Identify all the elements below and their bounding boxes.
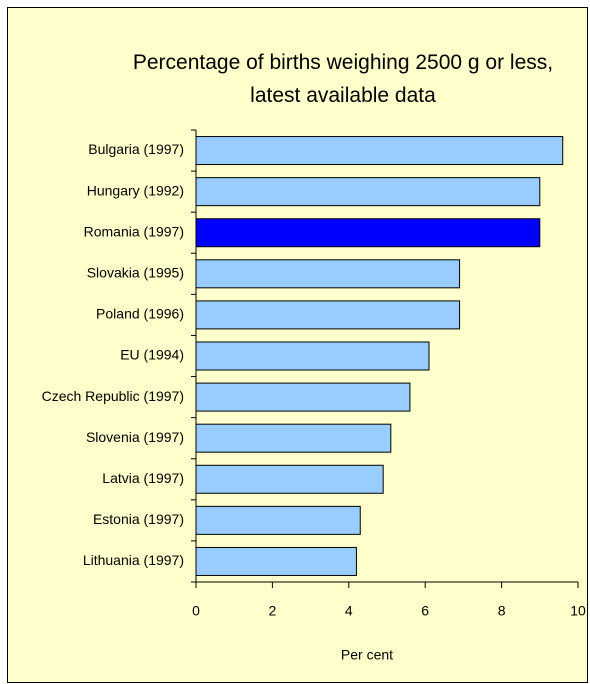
bar — [195, 341, 430, 371]
x-tick-label: 2 — [269, 603, 277, 619]
bar — [195, 505, 361, 535]
bar — [195, 300, 461, 330]
chart-title: Percentage of births weighing 2500 g or … — [132, 51, 554, 107]
y-tick-label: Hungary (1992) — [87, 182, 184, 198]
bar — [195, 382, 411, 412]
bar — [195, 423, 392, 453]
y-tick-label: Poland (1996) — [96, 306, 184, 322]
x-tick-label: 0 — [192, 603, 200, 619]
y-tick-label: EU (1994) — [120, 347, 184, 363]
y-tick-label: Romania (1997) — [84, 223, 184, 239]
bar — [195, 136, 564, 166]
y-tick-label: Bulgaria (1997) — [88, 141, 184, 157]
bar — [195, 218, 541, 248]
bar — [195, 177, 541, 207]
x-tick-label: 6 — [421, 603, 429, 619]
x-tick-label: 10 — [570, 603, 586, 619]
y-tick-label: Estonia (1997) — [93, 511, 184, 527]
bar — [195, 464, 384, 494]
bar — [195, 259, 461, 289]
y-tick-label: Slovenia (1997) — [86, 429, 184, 445]
bar — [195, 546, 357, 576]
y-tick-label: Slovakia (1995) — [87, 265, 184, 281]
x-axis-label: Per cent — [341, 647, 393, 663]
y-tick-label: Czech Republic (1997) — [42, 388, 184, 404]
y-tick-label: Lithuania (1997) — [83, 552, 184, 568]
x-tick-label: 4 — [345, 603, 353, 619]
x-tick-label: 8 — [498, 603, 506, 619]
y-tick-label: Latvia (1997) — [102, 470, 184, 486]
